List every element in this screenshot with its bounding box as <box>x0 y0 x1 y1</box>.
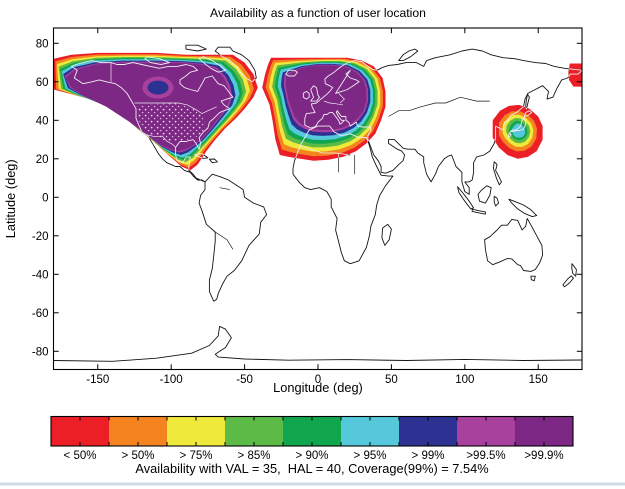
coastline-path <box>381 223 392 246</box>
coastline-path <box>285 69 298 77</box>
y-tick-labels: -80 -60 -40 -20 0 20 40 60 80 <box>32 38 49 358</box>
x-axis-label: Longitude (deg) <box>273 380 363 395</box>
us-speckle-texture <box>137 103 207 143</box>
coastline-path <box>457 186 475 210</box>
colorbar-segment-> 50% <box>109 416 168 446</box>
coastline-path <box>185 44 207 52</box>
y-tick-label: -80 <box>32 346 49 358</box>
coastline-path <box>571 263 577 277</box>
x-tick-label: 0 <box>315 374 321 386</box>
coastline-path <box>208 158 218 164</box>
coastline-path <box>398 48 419 62</box>
x-tick-label: 150 <box>529 374 548 386</box>
coastline-path <box>530 275 536 282</box>
coastline-path <box>484 218 544 272</box>
country-border <box>323 100 344 106</box>
y-tick-label: 60 <box>36 77 49 89</box>
coastline-path <box>509 116 527 133</box>
colorbar-segment->99.5% <box>457 416 516 446</box>
colorbar <box>50 415 574 447</box>
colorbar-segment-> 90% <box>283 416 342 446</box>
x-tick-label: 100 <box>455 374 474 386</box>
coastline-path <box>198 173 268 302</box>
y-tick-label: 20 <box>36 154 49 166</box>
availability-contours <box>53 52 582 171</box>
y-tick-label: 0 <box>42 192 48 204</box>
coastline-path <box>525 93 530 110</box>
country-border <box>215 231 234 250</box>
chart-title: Availability as a function of user locat… <box>210 6 426 20</box>
country-border <box>219 187 230 190</box>
colorbar-segment-> 75% <box>167 416 226 446</box>
colorbar-label: > 99% <box>412 450 445 462</box>
colorbar-segment-> 85% <box>225 416 284 446</box>
country-border <box>178 102 217 114</box>
country-border <box>338 93 345 104</box>
coastline-path <box>310 85 320 102</box>
coastline-path <box>493 195 500 207</box>
coastline-path <box>292 125 394 171</box>
canada-pocket-core <box>147 80 169 95</box>
coastline-path <box>335 69 360 94</box>
coastline-path <box>198 56 226 73</box>
country-border <box>298 144 351 156</box>
colorbar-segment-> 95% <box>341 416 400 446</box>
colorbar-label: >99.5% <box>466 450 505 462</box>
coastline-path <box>523 110 533 117</box>
coastline-path <box>492 161 502 186</box>
coastline-path <box>507 132 512 139</box>
colorbar-label: > 90% <box>296 450 329 462</box>
caption: Availability with VAL = 35, HAL = 40, Co… <box>135 461 488 476</box>
antarctica-coastline <box>53 325 582 362</box>
axis-ticks <box>53 28 582 370</box>
y-tick-label: 80 <box>36 38 49 50</box>
colorbar-border <box>50 415 574 447</box>
colorbar-label: >99.9% <box>524 450 563 462</box>
plot-area <box>53 44 582 362</box>
x-tick-label: -50 <box>236 374 253 386</box>
x-tick-label: -100 <box>160 374 183 386</box>
x-tick-labels: -150 -100 -50 0 50 100 150 <box>86 374 548 386</box>
coastline-path <box>302 90 310 100</box>
colorbar-label: > 95% <box>354 450 387 462</box>
x-tick-label: -150 <box>86 374 109 386</box>
colorbar-segment-> 99% <box>399 416 458 446</box>
y-tick-label: 40 <box>36 115 49 127</box>
coastline-path <box>477 185 492 204</box>
colorbar-label: < 50% <box>64 450 97 462</box>
country-border <box>445 96 490 104</box>
colorbar-labels: < 50% > 50% > 75% > 85% > 90% > 95% > 99% >99.5… <box>64 450 564 462</box>
colorbar-segment-< 50% <box>51 416 110 446</box>
plot-border <box>52 27 583 371</box>
coastline-path <box>508 198 538 218</box>
coastline-path <box>562 275 574 288</box>
x-tick-label: 50 <box>385 374 398 386</box>
coastline-path <box>144 56 171 65</box>
colorbar-segment->99.9% <box>515 416 574 446</box>
coastline-path <box>471 208 486 215</box>
colorbar-label: > 75% <box>180 450 213 462</box>
y-tick-label: -60 <box>32 308 49 320</box>
europe-band->99.9% <box>285 65 367 130</box>
colorbar-label: > 85% <box>238 450 271 462</box>
y-tick-label: -20 <box>32 231 49 243</box>
y-axis-label: Latitude (deg) <box>3 159 18 238</box>
country-border <box>388 102 446 117</box>
country-border <box>146 134 176 148</box>
y-tick-label: -40 <box>32 269 49 281</box>
colorbar-label: > 50% <box>122 450 155 462</box>
